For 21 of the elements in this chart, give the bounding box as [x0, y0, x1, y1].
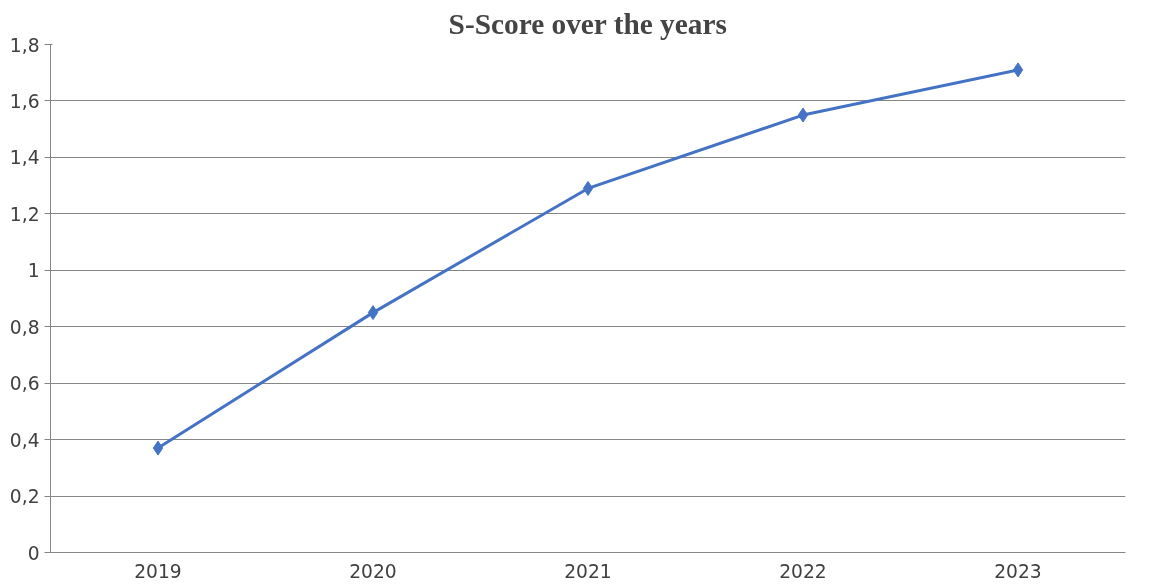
point — [1012, 62, 1024, 78]
x-tick-label: 2019 — [134, 560, 182, 582]
y-tick-label: 1 — [27, 260, 40, 282]
y-tick-label: 0,6 — [9, 373, 40, 395]
x-tick-label: 2020 — [349, 560, 397, 582]
y-tick-label: 1,4 — [9, 147, 40, 169]
point — [797, 107, 809, 123]
y-tick-label: 1,8 — [9, 34, 40, 56]
y-tick-label: 1,6 — [9, 90, 40, 112]
point — [152, 440, 164, 456]
y-tick-label: 1,2 — [9, 203, 40, 225]
y-tick-label: 0,2 — [9, 486, 40, 508]
point — [367, 305, 379, 321]
y-tick-label: 0,8 — [9, 316, 40, 338]
x-tick-label: 2022 — [779, 560, 827, 582]
x-tick-label: 2021 — [564, 560, 612, 582]
point — [582, 180, 594, 196]
chart-title: S-Score over the years — [448, 7, 727, 40]
y-tick-label: 0,4 — [9, 429, 40, 451]
y-tick-label: 0 — [27, 542, 40, 564]
x-tick-label: 2023 — [994, 560, 1042, 582]
